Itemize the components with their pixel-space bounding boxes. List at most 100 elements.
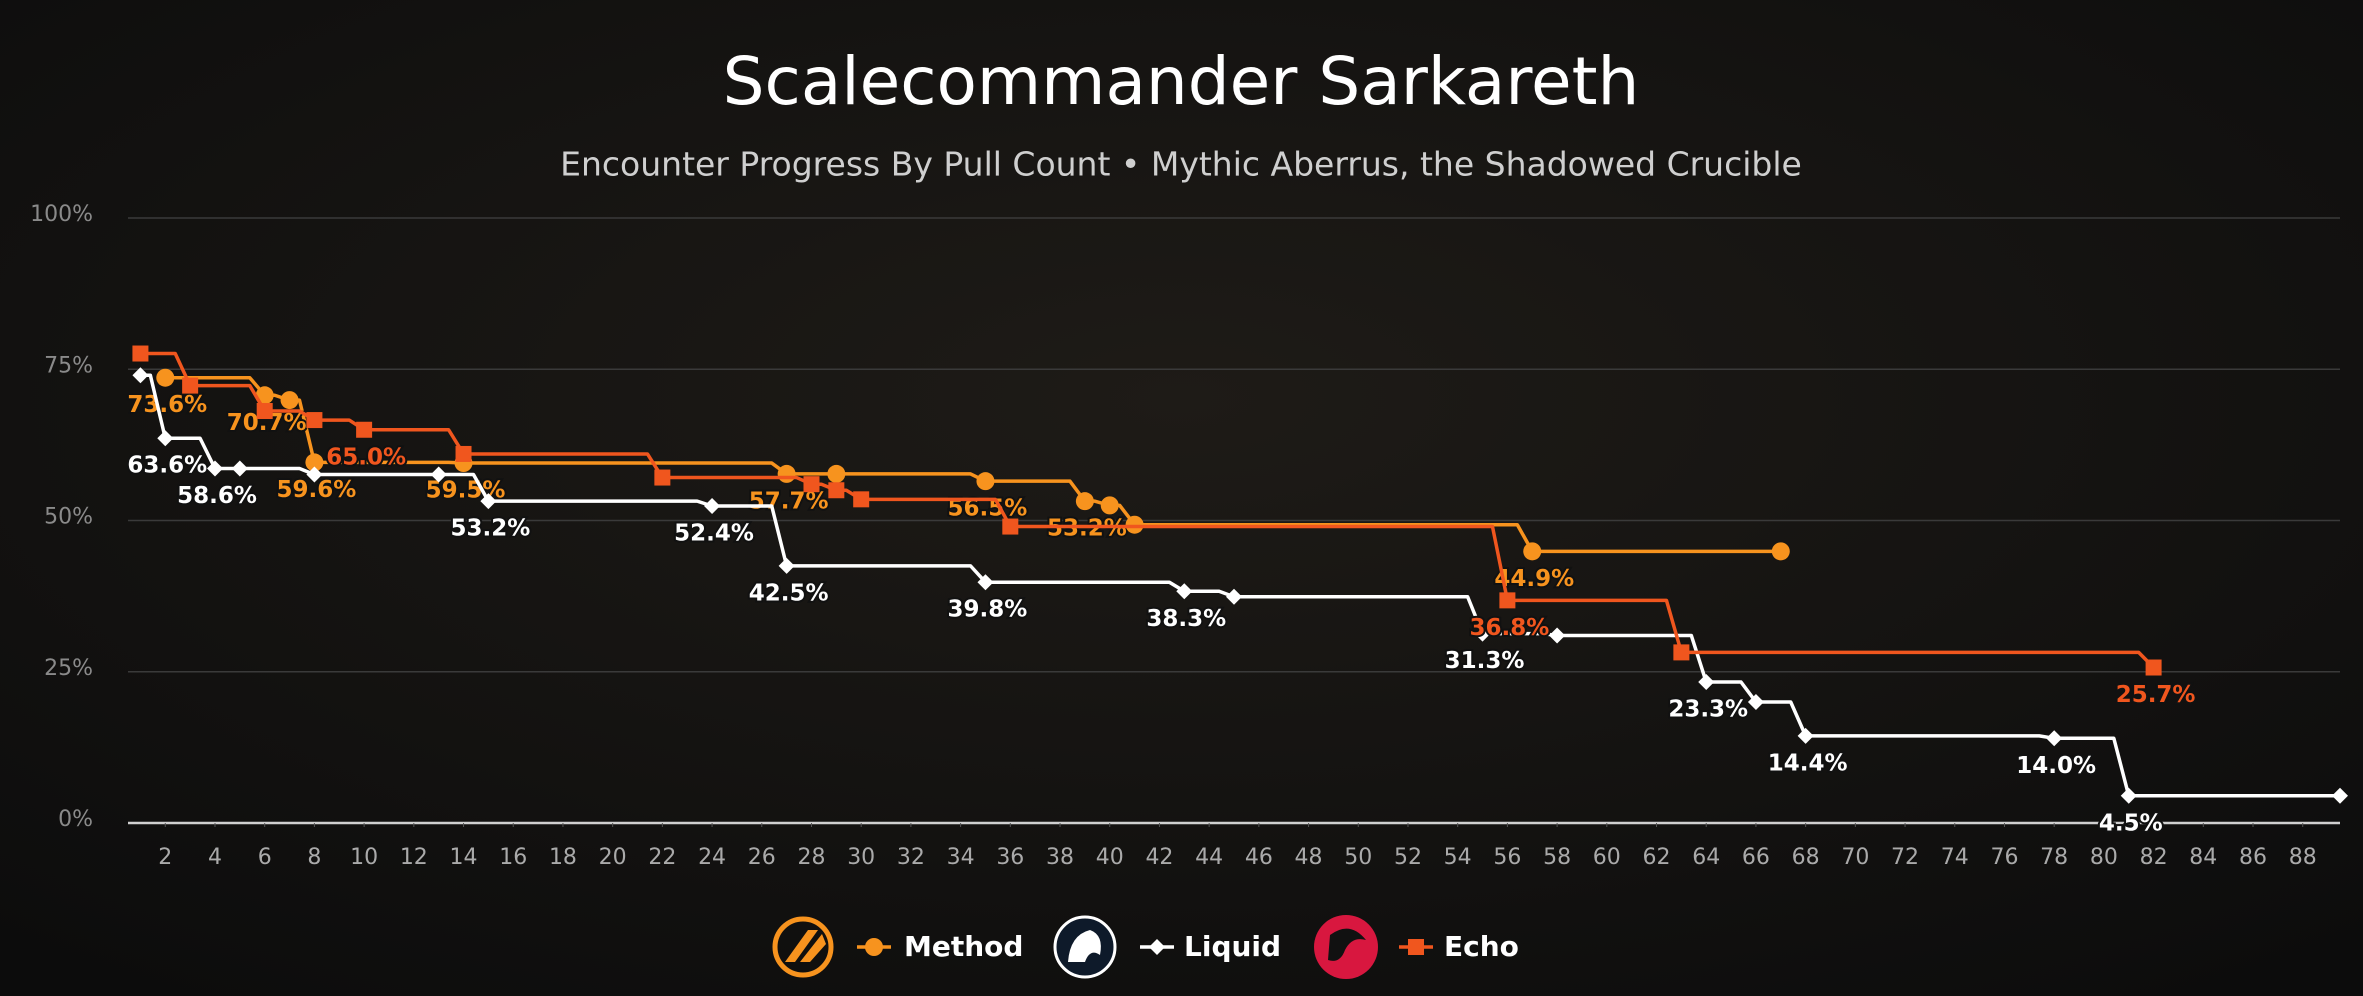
chart-subtitle: Encounter Progress By Pull Count • Mythi… [560,145,1802,184]
x-tick-label: 54 [1444,845,1472,870]
legend-item: Echo [1399,930,1519,963]
data-label: 4.5% [2099,810,2163,836]
marker [132,367,149,384]
marker [157,430,174,447]
marker [430,466,447,483]
data-label: 39.8% [948,597,1028,623]
x-tick-label: 48 [1295,845,1323,870]
data-label: 59.6% [277,477,357,503]
marker [1797,727,1814,744]
legend-item: Liquid [1140,930,1281,963]
x-tick-label: 74 [1941,845,1969,870]
x-tick-label: 62 [1643,845,1671,870]
marker [1474,625,1491,642]
x-tick-label: 78 [2040,845,2068,870]
marker [132,345,149,362]
x-tick-label: 42 [1145,845,1173,870]
marker [2120,787,2137,804]
series-liquid: 63.6% 58.6% 53.2% 52.4% 42.5% 39.8% 38.3% 31.3%… [125,367,2348,838]
marker [828,482,845,499]
x-tick-label: 16 [499,845,527,870]
marker [1698,674,1715,691]
data-label: 57.7% [749,488,829,514]
x-tick-label: 72 [1891,845,1919,870]
x-tick-label: 86 [2239,845,2267,870]
data-label: 73.6% [127,392,207,418]
x-tick-label: 6 [258,845,272,870]
y-tick-label: 0% [58,807,93,832]
line-segment [1234,594,1485,635]
marker [156,368,175,387]
series-method: 73.6%70.7%59.6% 59.5% 57.7% 56.5%53.2%44.9% [125,368,1790,594]
marker [1226,588,1242,605]
line-segment [1134,522,1534,553]
echo-logo-mark [1328,928,1366,961]
marker [865,938,883,956]
x-tick-label: 28 [797,845,825,870]
x-tick-label: 10 [350,845,378,870]
x-tick-label: 32 [897,845,925,870]
liquid-logo-mark [1068,930,1101,962]
marker [704,497,721,514]
legend [772,915,1378,979]
line-segment [1010,524,1510,601]
legend-label: Liquid [1184,930,1281,963]
data-label: 25.7% [2116,682,2196,708]
marker [803,476,820,493]
x-tick-label: 2 [158,845,172,870]
x-tick-label: 82 [2140,845,2168,870]
line-segment [1706,680,1758,704]
marker [1673,644,1690,661]
marker [1408,939,1424,955]
method-logo-mark [785,930,826,962]
legend-label: Echo [1444,930,1519,963]
data-label: 65.0% [326,444,406,470]
x-tick-label: 8 [307,845,321,870]
x-tick-label: 36 [996,845,1024,870]
marker [1075,492,1094,511]
line-segment [165,436,217,470]
legend-label: Method [904,930,1023,963]
marker [480,493,497,510]
x-tick-label: 18 [549,845,577,870]
x-tick-label: 56 [1493,845,1521,870]
line-segment [786,564,987,584]
data-label: 58.6% [177,483,257,509]
x-tick-label: 80 [2090,845,2118,870]
marker [356,421,373,438]
x-tick-label: 40 [1096,845,1124,870]
marker [1176,583,1193,600]
x-tick-label: 44 [1195,845,1223,870]
data-label: 52.4% [674,520,754,546]
x-tick-label: 58 [1543,845,1571,870]
x-tick-label: 88 [2289,845,2317,870]
data-label: 42.5% [749,580,829,606]
marker [777,464,796,483]
marker [280,391,299,410]
marker [206,460,223,477]
marker [231,460,248,477]
line-segment [1557,633,1708,683]
marker [1002,518,1019,535]
data-label: 14.4% [1768,750,1848,776]
y-tick-label: 25% [44,656,93,681]
y-tick-label: 100% [30,202,93,227]
x-tick-label: 4 [208,845,222,870]
x-tick-label: 60 [1593,845,1621,870]
x-tick-label: 68 [1792,845,1820,870]
marker [306,412,323,429]
marker [976,472,995,491]
marker [1149,939,1165,955]
marker [305,453,324,472]
line-segment [140,351,192,387]
x-tick-label: 64 [1692,845,1720,870]
x-tick-label: 66 [1742,845,1770,870]
x-tick-label: 70 [1841,845,1869,870]
x-tick-label: 76 [1990,845,2018,870]
chart-title: Scalecommander Sarkareth [723,43,1640,120]
x-tick-label: 26 [748,845,776,870]
legend-item: Method [857,930,1023,963]
marker [2046,730,2063,747]
